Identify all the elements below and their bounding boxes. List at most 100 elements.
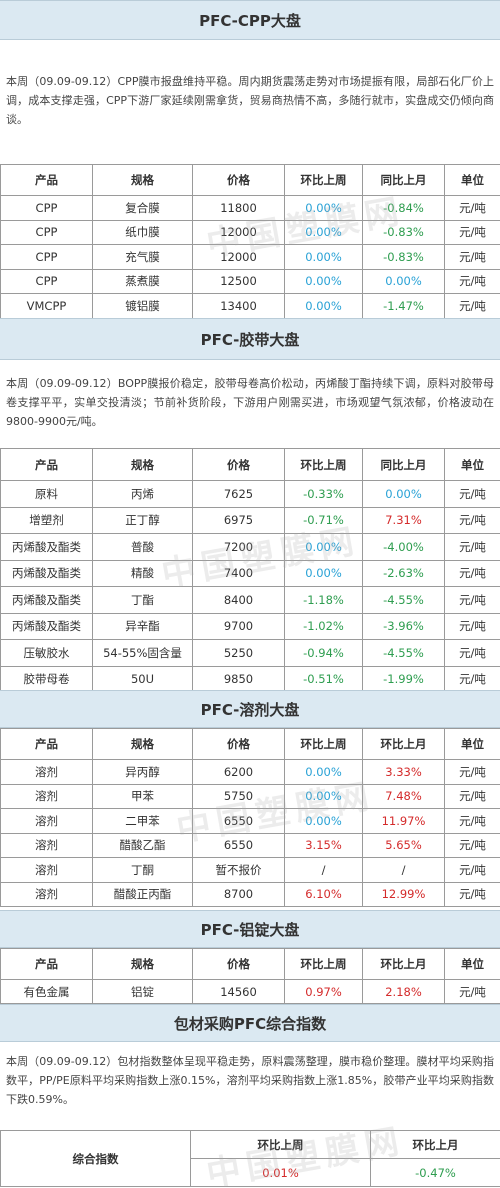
price-cell: 6550 xyxy=(192,832,285,858)
product-cell: 丙烯酸及酯类 xyxy=(0,586,93,614)
table-row: 溶剂 甲苯 5750 0.00% 7.48% 元/吨 xyxy=(0,783,500,809)
product-cell: 压敏胶水 xyxy=(0,639,93,667)
price-cell: 6975 xyxy=(192,506,285,534)
table-row: 溶剂 二甲苯 6550 0.00% 11.97% 元/吨 xyxy=(0,808,500,834)
table-row: 丙烯酸及酯类 异辛酯 9700 -1.02% -3.96% 元/吨 xyxy=(0,612,500,640)
product-cell: 溶剂 xyxy=(0,783,93,809)
column-header: 产品 xyxy=(0,448,93,481)
price-cell: 9700 xyxy=(192,612,285,640)
wow-cell: -0.51% xyxy=(284,665,363,693)
table-row: 原料 丙烯 7625 -0.33% 0.00% 元/吨 xyxy=(0,480,500,508)
column-header: 产品 xyxy=(0,728,93,760)
product-cell: 溶剂 xyxy=(0,857,93,883)
product-cell: 溶剂 xyxy=(0,881,93,907)
index-intro: 本周（09.09-09.12）包材指数整体呈现平稳走势，原料震荡整理，膜市稳价整… xyxy=(6,1055,494,1106)
wow-cell: -0.71% xyxy=(284,506,363,534)
unit-cell: 元/吨 xyxy=(444,639,500,667)
unit-cell: 元/吨 xyxy=(444,881,500,907)
solvent-section-title: PFC-溶剂大盘 xyxy=(0,690,500,728)
column-header: 规格 xyxy=(92,728,193,760)
column-header: 产品 xyxy=(0,164,93,196)
table-row: 增塑剂 正丁醇 6975 -0.71% 7.31% 元/吨 xyxy=(0,506,500,534)
spec-cell: 蒸煮膜 xyxy=(92,268,193,294)
wow-cell: 0.97% xyxy=(284,979,363,1004)
product-cell: 丙烯酸及酯类 xyxy=(0,533,93,561)
wow-cell: 0.00% xyxy=(284,808,363,834)
mom-cell: -1.99% xyxy=(362,665,445,693)
price-cell: 12000 xyxy=(192,244,285,270)
column-header: 环比上周 xyxy=(284,948,363,980)
unit-cell: 元/吨 xyxy=(444,293,500,319)
column-header: 规格 xyxy=(92,448,193,481)
mom-cell: -4.55% xyxy=(362,639,445,667)
column-header: 单位 xyxy=(444,728,500,760)
unit-cell: 元/吨 xyxy=(444,832,500,858)
product-cell: VMCPP xyxy=(0,293,93,319)
unit-cell: 元/吨 xyxy=(444,857,500,883)
table-row: CPP 纸巾膜 12000 0.00% -0.83% 元/吨 xyxy=(0,219,500,245)
unit-cell: 元/吨 xyxy=(444,665,500,693)
table-row: CPP 充气膜 12000 0.00% -0.83% 元/吨 xyxy=(0,244,500,270)
solvent-table: 产品 规格 价格 环比上周 环比上月 单位 溶剂 异丙醇 6200 0.00% 3.33% 元/吨溶… xyxy=(0,728,500,907)
table-header-row: 产品 规格 价格 环比上周 同比上月 单位 xyxy=(0,448,500,481)
mom-cell: -0.83% xyxy=(362,244,445,270)
unit-cell: 元/吨 xyxy=(444,612,500,640)
product-cell: 溶剂 xyxy=(0,832,93,858)
price-cell: 13400 xyxy=(192,293,285,319)
mom-cell: / xyxy=(362,857,445,883)
column-header: 价格 xyxy=(192,948,285,980)
mom-cell: -2.63% xyxy=(362,559,445,587)
mom-cell: 3.33% xyxy=(362,759,445,785)
mom-cell: 0.00% xyxy=(362,268,445,294)
wow-cell: 0.00% xyxy=(284,559,363,587)
price-cell: 6550 xyxy=(192,808,285,834)
index-section-title: 包材采购PFC综合指数 xyxy=(0,1004,500,1042)
table-row: VMCPP 镀铝膜 13400 0.00% -1.47% 元/吨 xyxy=(0,293,500,319)
unit-cell: 元/吨 xyxy=(444,268,500,294)
wow-cell: 0.00% xyxy=(284,533,363,561)
spec-cell: 醋酸乙酯 xyxy=(92,832,193,858)
spec-cell: 镀铝膜 xyxy=(92,293,193,319)
price-cell: 6200 xyxy=(192,759,285,785)
table-row: 溶剂 醋酸正丙酯 8700 6.10% 12.99% 元/吨 xyxy=(0,881,500,907)
product-cell: CPP xyxy=(0,219,93,245)
aluminum-section-title: PFC-铝锭大盘 xyxy=(0,910,500,948)
price-cell: 5250 xyxy=(192,639,285,667)
wow-cell: 3.15% xyxy=(284,832,363,858)
price-cell: 7625 xyxy=(192,480,285,508)
index-label: 综合指数 xyxy=(0,1130,191,1187)
column-header: 环比上周 xyxy=(284,448,363,481)
price-cell: 暂不报价 xyxy=(192,857,285,883)
column-header: 环比上周 xyxy=(284,164,363,196)
column-header: 单位 xyxy=(444,164,500,196)
column-header: 价格 xyxy=(192,164,285,196)
mom-cell: 7.48% xyxy=(362,783,445,809)
column-header: 价格 xyxy=(192,448,285,481)
unit-cell: 元/吨 xyxy=(444,783,500,809)
unit-cell: 元/吨 xyxy=(444,559,500,587)
price-cell: 8700 xyxy=(192,881,285,907)
table-header-row: 产品 规格 价格 环比上周 环比上月 单位 xyxy=(0,728,500,760)
table-header-row: 产品 规格 价格 环比上周 同比上月 单位 xyxy=(0,164,500,196)
price-cell: 9850 xyxy=(192,665,285,693)
spec-cell: 54-55%固含量 xyxy=(92,639,193,667)
mom-cell: 7.31% xyxy=(362,506,445,534)
price-cell: 7200 xyxy=(192,533,285,561)
tape-table: 产品 规格 价格 环比上周 同比上月 单位 原料 丙烯 7625 -0.33% 0.00% 元/吨增… xyxy=(0,448,500,693)
tape-intro: 本周（09.09-09.12）BOPP膜报价稳定，胶带母卷高价松动，丙烯酸丁酯持… xyxy=(6,377,494,428)
mom-cell: -1.47% xyxy=(362,293,445,319)
wow-cell: / xyxy=(284,857,363,883)
wow-cell: 0.00% xyxy=(284,195,363,221)
spec-cell: 普酸 xyxy=(92,533,193,561)
table-row: 胶带母卷 50U 9850 -0.51% -1.99% 元/吨 xyxy=(0,665,500,693)
unit-cell: 元/吨 xyxy=(444,759,500,785)
wow-cell: 0.00% xyxy=(284,219,363,245)
price-cell: 8400 xyxy=(192,586,285,614)
wow-cell: -0.94% xyxy=(284,639,363,667)
column-header: 同比上月 xyxy=(362,448,445,481)
price-cell: 5750 xyxy=(192,783,285,809)
mom-cell: -4.00% xyxy=(362,533,445,561)
spec-cell: 丁酯 xyxy=(92,586,193,614)
spec-cell: 异辛酯 xyxy=(92,612,193,640)
